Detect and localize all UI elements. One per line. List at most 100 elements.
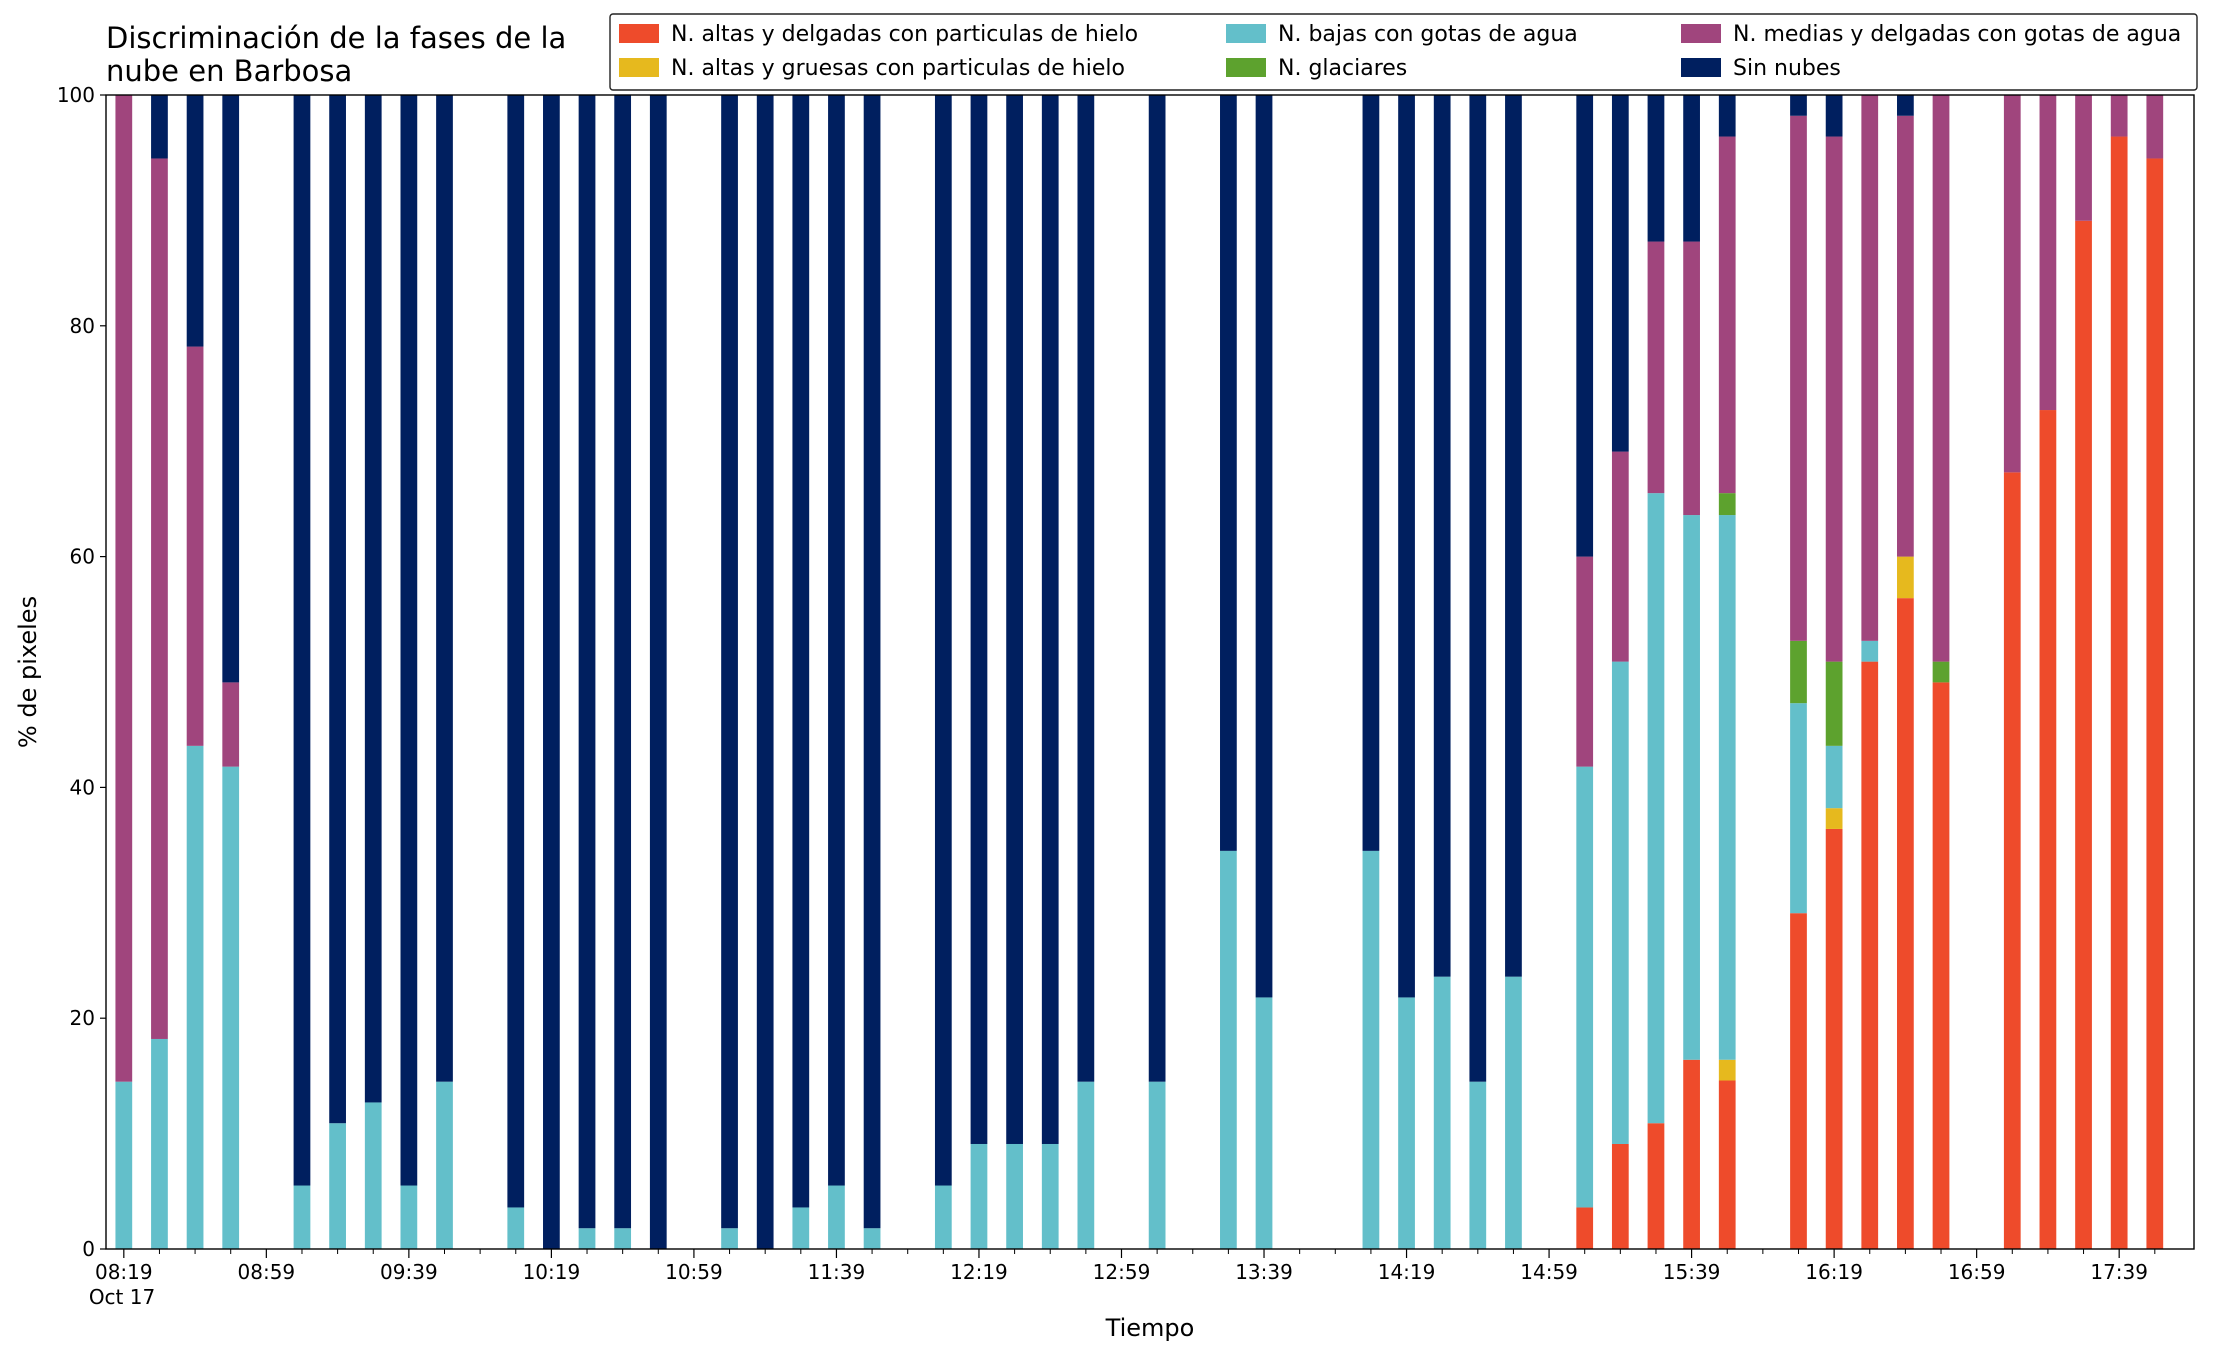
- bar-segment: [1825, 745, 1843, 809]
- plot-frame: [105, 94, 2195, 1250]
- bar-segment: [578, 95, 596, 1229]
- bar-segment: [151, 95, 168, 159]
- bar-segment: [400, 1185, 418, 1249]
- legend-label: Sin nubes: [1733, 56, 1841, 81]
- x-tick-label: 12:59: [1093, 1260, 1151, 1284]
- bar-segment: [1362, 95, 1380, 851]
- bar-segment: [2075, 220, 2092, 1249]
- x-tick-label: 08:59: [238, 1260, 296, 1284]
- bar-segment: [1611, 1143, 1629, 1249]
- bar-segment: [1006, 95, 1023, 1144]
- bar-segment: [1647, 493, 1665, 1124]
- bar-segment: [1932, 95, 1950, 662]
- x-tick-label: 16:59: [1948, 1260, 2006, 1284]
- bar-segment: [792, 95, 810, 1208]
- bar-segment: [2110, 95, 2128, 137]
- bar-segment: [1897, 115, 1914, 557]
- x-tick-label: 17:39: [2090, 1260, 2148, 1284]
- bar-segment: [151, 1038, 168, 1249]
- bar-segment: [1505, 976, 1522, 1249]
- bar-segment: [934, 1185, 952, 1249]
- x-tick-label: 13:39: [1235, 1260, 1293, 1284]
- chart-title: Discriminación de la fases de la nube en…: [106, 21, 567, 88]
- bar-segment: [1825, 828, 1843, 1249]
- y-tick-label: 80: [70, 314, 95, 338]
- bar-segment: [934, 95, 952, 1186]
- bar-segment: [1041, 95, 1059, 1144]
- y-tick-label: 60: [70, 545, 95, 569]
- bar-segment: [1077, 1081, 1095, 1249]
- bar-segment: [1861, 640, 1879, 662]
- bar-segment: [1148, 1081, 1166, 1249]
- legend-swatch: [1226, 58, 1266, 77]
- x-tick-label: 14:19: [1378, 1260, 1436, 1284]
- bar-segment: [1790, 703, 1807, 914]
- bar-segment: [1861, 661, 1879, 1249]
- bar-segment: [2039, 410, 2057, 1249]
- legend-label: N. altas y gruesas con particulas de hie…: [671, 56, 1125, 81]
- x-tick-label: 15:39: [1663, 1260, 1721, 1284]
- legend-swatch: [1681, 24, 1721, 43]
- bar-segment: [1718, 1080, 1736, 1249]
- bar-segment: [1790, 95, 1807, 116]
- bar-segment: [400, 95, 418, 1186]
- bar-segment: [1398, 95, 1415, 998]
- bar-segment: [970, 1143, 988, 1249]
- bar-segment: [186, 95, 204, 347]
- legend-label: N. altas y delgadas con particulas de hi…: [671, 22, 1138, 47]
- bar-segment: [1683, 515, 1700, 1060]
- legend-label: N. medias y delgadas con gotas de agua: [1733, 22, 2181, 47]
- bar-segment: [792, 1207, 810, 1249]
- bar-segment: [2003, 472, 2021, 1249]
- bar-segment: [1006, 1143, 1023, 1249]
- bar-segment: [756, 95, 774, 1249]
- bar-segment: [1576, 766, 1594, 1208]
- x-tick-label: 16:19: [1805, 1260, 1863, 1284]
- bar-segment: [436, 1081, 453, 1249]
- bar-segment: [1362, 850, 1380, 1249]
- bar-segment: [1041, 1143, 1059, 1249]
- bar-segment: [1897, 556, 1914, 599]
- bar-segment: [1718, 515, 1736, 1060]
- bar-segment: [1683, 95, 1700, 242]
- bar-segment: [1718, 1059, 1736, 1081]
- bar-segment: [1647, 1123, 1665, 1249]
- bar-segment: [1718, 493, 1736, 516]
- legend-swatch: [1681, 58, 1721, 77]
- bar-segment: [1077, 95, 1095, 1082]
- bar-segment: [1220, 850, 1237, 1249]
- bar-segment: [507, 1207, 525, 1249]
- bar-segment: [115, 1081, 133, 1249]
- x-axis-label: Tiempo: [1105, 1314, 1195, 1342]
- y-tick-label: 40: [70, 775, 95, 799]
- bar-segment: [1220, 95, 1237, 851]
- bar-segment: [828, 1185, 845, 1249]
- bar-segment: [1255, 95, 1273, 998]
- bar-segment: [2003, 95, 2021, 473]
- bar-segment: [1576, 1207, 1594, 1249]
- bar-segment: [1469, 95, 1487, 1082]
- bar-segment: [649, 95, 667, 1249]
- bar-segment: [1398, 997, 1415, 1249]
- bar-segment: [1825, 808, 1843, 829]
- bar-segment: [222, 766, 240, 1249]
- bar-segment: [293, 95, 311, 1186]
- bar-segment: [1932, 661, 1950, 683]
- bar-segment: [721, 1228, 738, 1249]
- bar-segment: [222, 95, 240, 683]
- bar-segment: [2110, 136, 2128, 1250]
- bar-segment: [329, 1123, 346, 1249]
- bar-segment: [293, 1185, 311, 1249]
- bar-segment: [1718, 95, 1736, 137]
- bar-segment: [186, 745, 204, 1249]
- legend-label: N. glaciares: [1278, 56, 1407, 81]
- bar-segment: [1861, 95, 1879, 641]
- bar-segment: [222, 682, 240, 767]
- bar-segment: [329, 95, 346, 1124]
- x-tick-label: 10:19: [523, 1260, 581, 1284]
- y-axis-label: % de pixeles: [14, 596, 42, 748]
- bar-segment: [863, 1228, 881, 1249]
- bar-segment: [578, 1228, 596, 1249]
